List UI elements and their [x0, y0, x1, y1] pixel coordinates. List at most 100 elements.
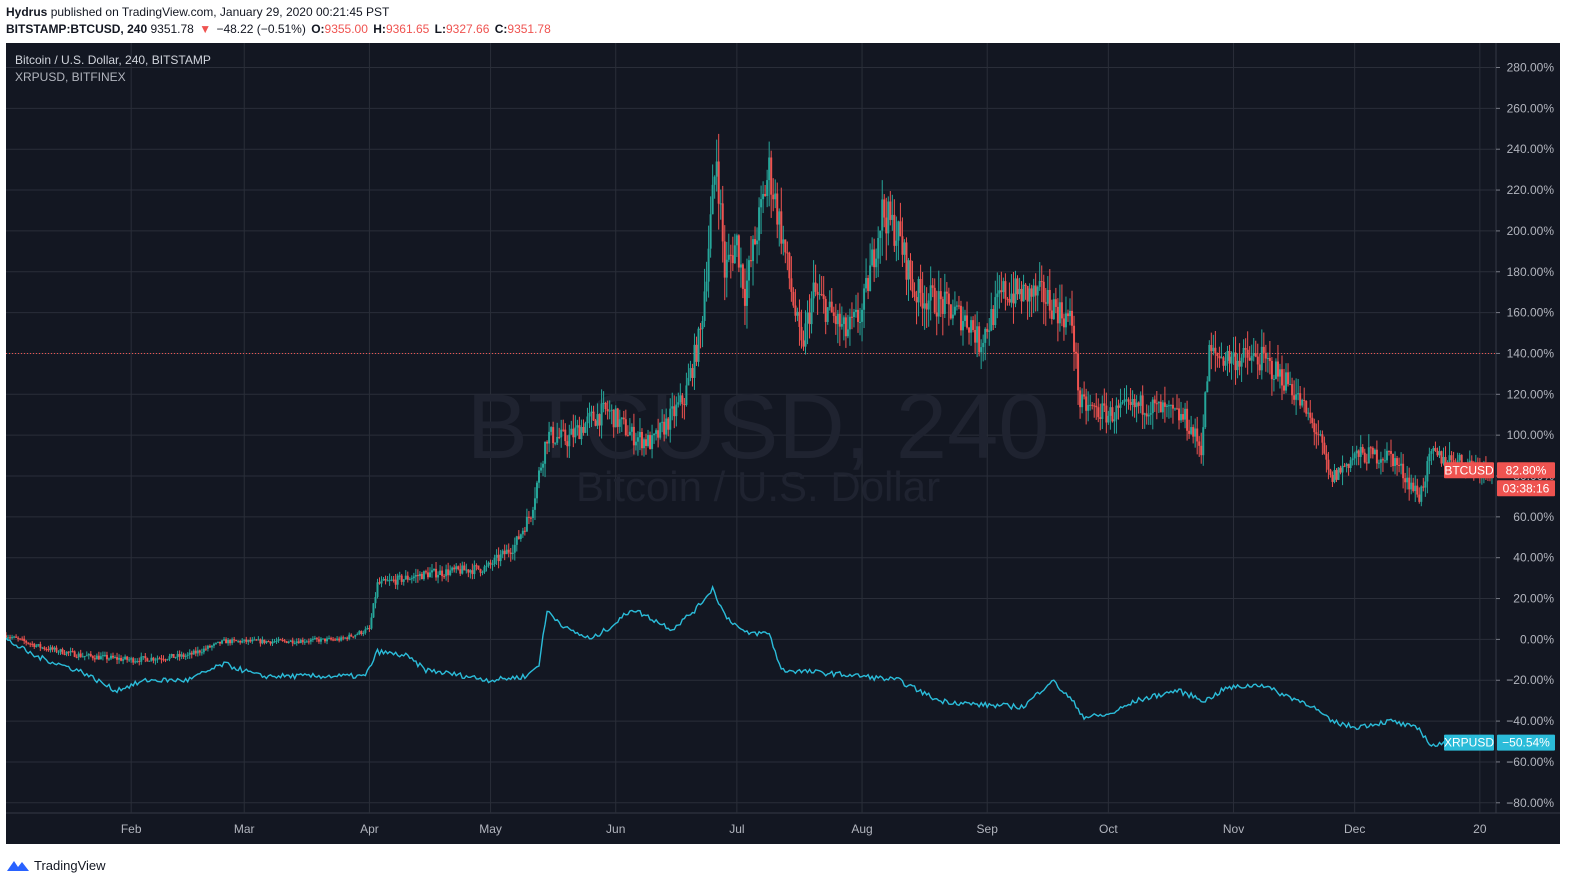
btc-candle-body	[572, 428, 575, 438]
btc-series-tag-box	[1444, 462, 1494, 479]
btc-candle-body	[107, 658, 110, 660]
btc-candle-body	[538, 470, 541, 483]
btc-candle-body	[471, 570, 474, 575]
btc-candle-body	[980, 347, 983, 353]
btc-candle-body	[437, 574, 440, 578]
legend-compare-series[interactable]: XRPUSD, BITFINEX	[15, 70, 126, 84]
btc-candle-body	[172, 654, 175, 658]
btc-candle-body	[747, 260, 750, 281]
btc-candle-body	[473, 565, 476, 575]
btc-candle-body	[768, 157, 771, 181]
btc-candle-body	[996, 293, 999, 298]
btc-candle-body	[919, 278, 922, 293]
btc-candle-body	[673, 406, 676, 417]
btc-candle-body	[475, 565, 478, 567]
btc-candle-body	[618, 419, 621, 427]
btc-candle-body	[1254, 353, 1257, 357]
footer-branding[interactable]: TradingView	[6, 853, 106, 877]
btc-candle-body	[1396, 458, 1399, 466]
btc-candle-body	[873, 249, 876, 268]
author-name[interactable]: Hydrus	[6, 5, 48, 19]
btc-candle-body	[798, 311, 801, 327]
btc-candle-body	[1030, 288, 1033, 297]
btc-candle-body	[1042, 281, 1045, 303]
chart-container[interactable]: BTCUSD, 240 Bitcoin / U.S. Dollar 280.00…	[5, 43, 1560, 844]
btc-candle-body	[822, 294, 825, 299]
btc-candle-body	[1058, 302, 1061, 324]
btc-candle-body	[1038, 281, 1041, 287]
btc-candle-body	[1064, 313, 1067, 328]
btc-candle-body	[374, 596, 377, 604]
btc-candle-body	[235, 640, 238, 642]
btc-candle-body	[241, 640, 244, 643]
btc-candle-body	[800, 326, 803, 341]
btc-candle-body	[794, 305, 797, 316]
btc-candle-body	[1244, 347, 1247, 350]
x-axis[interactable]: Feb Mar Apr May Jun Jul Aug Sep Oct Nov Dec 20	[121, 822, 1487, 836]
btc-candle-body	[1347, 463, 1350, 469]
y-tick-label: 140.00%	[1507, 346, 1555, 360]
btc-candle-body	[1194, 428, 1197, 437]
btc-candle-body	[1048, 289, 1051, 311]
btc-candle-body	[122, 659, 125, 661]
btc-candle-body	[1178, 408, 1181, 421]
btc-candle-body	[1143, 413, 1146, 415]
btc-candle-body	[126, 656, 129, 660]
legend-main-series[interactable]: Bitcoin / U.S. Dollar, 240, BITSTAMP	[15, 53, 211, 67]
btc-candle-body	[330, 638, 333, 640]
btc-candle-body	[580, 427, 583, 440]
btc-candle-body	[1234, 352, 1237, 371]
btc-candle-body	[703, 291, 706, 321]
btc-candle-body	[1272, 378, 1275, 380]
x-tick-label: Oct	[1099, 822, 1118, 836]
open-value: 9355.00	[324, 22, 368, 36]
btc-candle-body	[463, 565, 466, 571]
btc-candle-body	[1054, 299, 1057, 307]
btc-candle-body	[37, 644, 40, 646]
btc-candle-body	[647, 434, 650, 446]
btc-candle-body	[1363, 452, 1366, 463]
btc-candle-body	[1159, 401, 1162, 413]
btc-candle-body	[388, 579, 391, 581]
btc-candle-body	[1188, 430, 1191, 434]
btc-candle-body	[735, 235, 738, 246]
btc-candle-body	[1165, 405, 1168, 407]
y-tick-label: 60.00%	[1513, 510, 1554, 524]
btc-candle-body	[1081, 394, 1084, 408]
x-tick-label: Mar	[234, 822, 255, 836]
btc-candle-body	[1331, 474, 1334, 482]
btc-candle-body	[1198, 441, 1201, 446]
btc-candle-body	[358, 631, 361, 635]
btc-candle-body	[455, 566, 458, 570]
btc-candle-body	[216, 641, 219, 643]
btc-candle-body	[279, 639, 282, 641]
btc-candle-body	[1278, 369, 1281, 377]
btc-candle-body	[1412, 482, 1415, 492]
btc-candle-body	[507, 549, 510, 553]
btc-candle-body	[301, 640, 304, 643]
btc-candle-body	[17, 637, 20, 639]
y-tick-label: −60.00%	[1506, 755, 1554, 769]
btc-candle-body	[275, 640, 278, 642]
btc-candle-body	[988, 330, 991, 332]
btc-candle-body	[903, 242, 906, 255]
btc-candle-body	[503, 550, 506, 555]
btc-candle-body	[79, 653, 82, 657]
btc-candle-body	[1200, 445, 1203, 456]
btc-candle-body	[43, 647, 46, 650]
btc-candle-body	[180, 654, 183, 657]
btc-candle-body	[1161, 402, 1164, 413]
btc-candle-body	[23, 638, 26, 642]
y-tick-label: −40.00%	[1506, 714, 1554, 728]
price-chart[interactable]: BTCUSD, 240 Bitcoin / U.S. Dollar 280.00…	[5, 43, 1560, 844]
btc-candle-body	[810, 298, 813, 325]
btc-candle-body	[77, 653, 80, 658]
btc-candle-body	[190, 652, 193, 655]
y-tick-label: 260.00%	[1507, 101, 1555, 115]
btc-candle-body	[198, 650, 201, 653]
btc-candle-body	[101, 655, 104, 657]
y-axis[interactable]: 280.00% 260.00% 240.00% 220.00% 200.00% 180.0…	[1496, 61, 1554, 810]
btc-candle-body	[1414, 485, 1417, 492]
btc-candle-body	[764, 193, 767, 196]
y-tick-label: 120.00%	[1507, 387, 1555, 401]
